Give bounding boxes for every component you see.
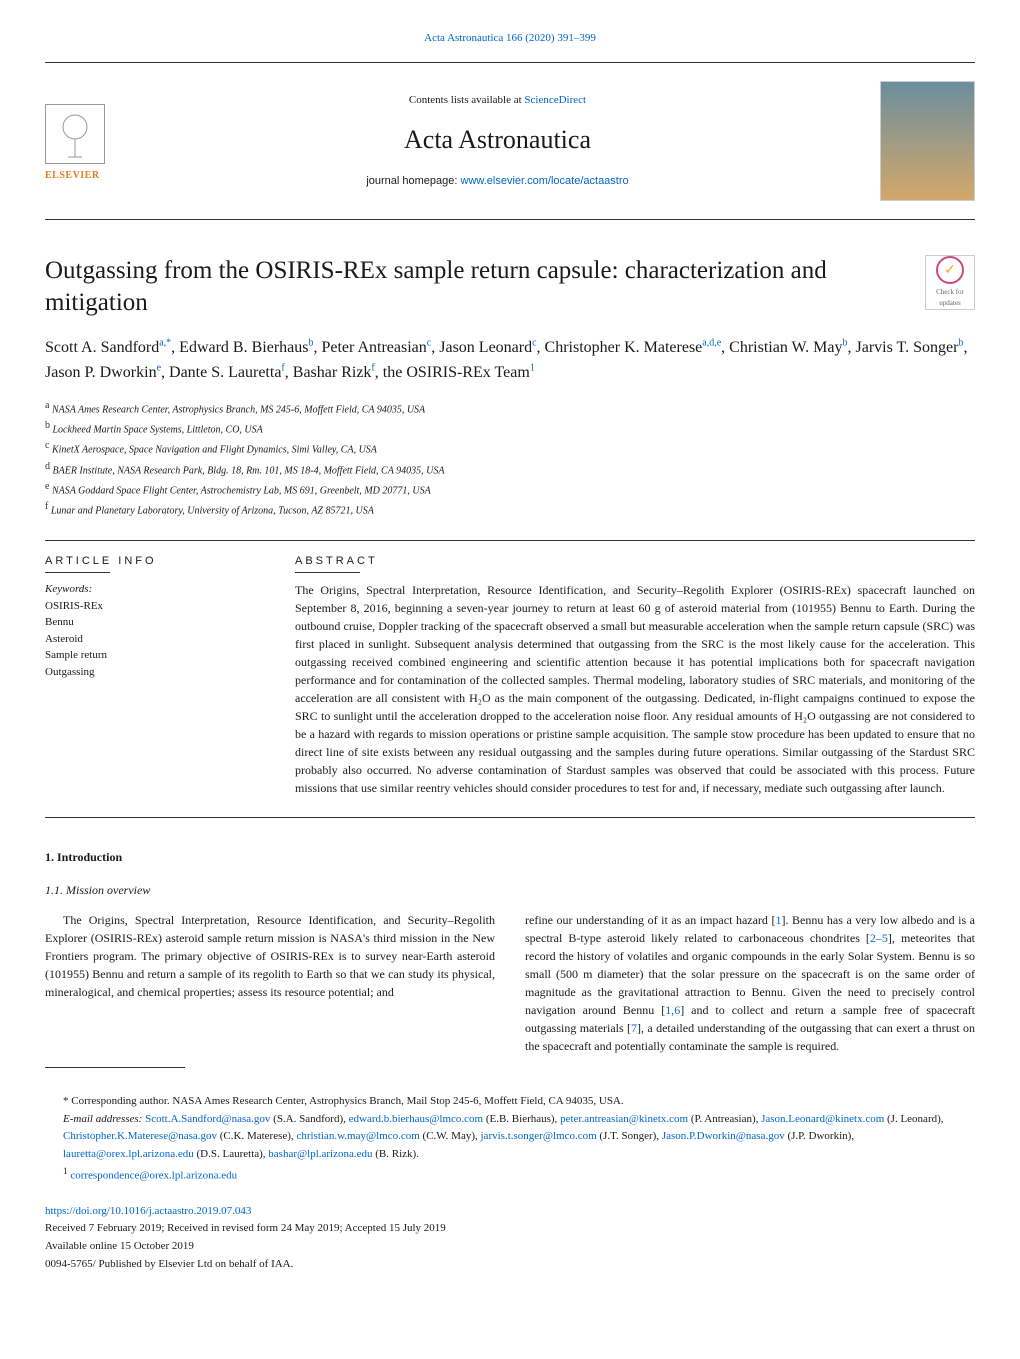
check-updates-icon: ✓ xyxy=(936,256,964,284)
email-link[interactable]: edward.b.bierhaus@lmco.com xyxy=(349,1113,483,1125)
email-name: (J.T. Songer), xyxy=(597,1130,662,1142)
body-col-right: refine our understanding of it as an imp… xyxy=(525,911,975,1055)
journal-cover-image xyxy=(880,81,975,201)
elsevier-tree-icon xyxy=(45,104,105,164)
online-date: Available online 15 October 2019 xyxy=(45,1238,975,1256)
keyword: Outgassing xyxy=(45,664,255,681)
team-contact: 1 correspondence@orex.lpl.arizona.edu xyxy=(45,1164,975,1185)
issn-publisher: 0094-5765/ Published by Elsevier Ltd on … xyxy=(45,1256,975,1274)
footnote-divider xyxy=(45,1067,185,1068)
email-link[interactable]: peter.antreasian@kinetx.com xyxy=(560,1113,688,1125)
emails-list: Scott.A.Sandford@nasa.gov (S.A. Sandford… xyxy=(63,1113,944,1160)
title-row: Outgassing from the OSIRIS-REx sample re… xyxy=(45,255,975,335)
email-name: (C.W. May), xyxy=(420,1130,481,1142)
divider xyxy=(45,817,975,818)
affiliation-d: d BAER Institute, NASA Research Park, Bl… xyxy=(45,459,975,479)
team-email-link[interactable]: correspondence@orex.lpl.arizona.edu xyxy=(70,1169,237,1181)
article-info-heading: ARTICLE INFO xyxy=(45,553,255,574)
email-name: (S.A. Sandford), xyxy=(270,1113,348,1125)
email-link[interactable]: Christopher.K.Materese@nasa.gov xyxy=(63,1130,217,1142)
check-updates-badge[interactable]: ✓ Check for updates xyxy=(925,255,975,310)
keyword: Sample return xyxy=(45,647,255,664)
check-line1: Check for xyxy=(936,287,964,298)
email-link[interactable]: Jason.Leonard@kinetx.com xyxy=(761,1113,884,1125)
abstract-text: The Origins, Spectral Interpretation, Re… xyxy=(295,581,975,797)
keyword: Bennu xyxy=(45,614,255,631)
keyword: OSIRIS-REx xyxy=(45,598,255,615)
affiliation-c: c KinetX Aerospace, Space Navigation and… xyxy=(45,438,975,458)
subsection-heading: 1.1. Mission overview xyxy=(45,881,975,899)
email-name: (J.P. Dworkin), xyxy=(785,1130,854,1142)
abstract-heading: ABSTRACT xyxy=(295,553,975,574)
emails-label: E-mail addresses: xyxy=(63,1113,145,1125)
affiliation-e: e NASA Goddard Space Flight Center, Astr… xyxy=(45,479,975,499)
publisher-name: ELSEVIER xyxy=(45,168,115,183)
corresponding-author: * Corresponding author. NASA Ames Resear… xyxy=(45,1093,975,1111)
contents-prefix: Contents lists available at xyxy=(409,94,524,106)
divider xyxy=(45,540,975,541)
intro-para-2: refine our understanding of it as an imp… xyxy=(525,911,975,1055)
divider xyxy=(45,219,975,220)
email-link[interactable]: Scott.A.Sandford@nasa.gov xyxy=(145,1113,270,1125)
publisher-logo-block: ELSEVIER xyxy=(45,98,115,183)
journal-reference: Acta Astronautica 166 (2020) 391–399 xyxy=(45,30,975,47)
ref-link[interactable]: 7 xyxy=(631,1021,637,1035)
email-link[interactable]: Jason.P.Dworkin@nasa.gov xyxy=(662,1130,785,1142)
email-link[interactable]: jarvis.t.songer@lmco.com xyxy=(481,1130,597,1142)
email-link[interactable]: bashar@lpl.arizona.edu xyxy=(268,1148,372,1160)
doi-block: https://doi.org/10.1016/j.actaastro.2019… xyxy=(45,1203,975,1273)
article-info: ARTICLE INFO Keywords: OSIRIS-REx Bennu … xyxy=(45,553,255,798)
affiliation-f: f Lunar and Planetary Laboratory, Univer… xyxy=(45,499,975,519)
email-link[interactable]: christian.w.may@lmco.com xyxy=(296,1130,419,1142)
info-abstract-row: ARTICLE INFO Keywords: OSIRIS-REx Bennu … xyxy=(45,553,975,798)
journal-ref-link[interactable]: Acta Astronautica 166 (2020) 391–399 xyxy=(424,32,596,44)
ref-link[interactable]: 1 xyxy=(775,913,781,927)
intro-para-1: The Origins, Spectral Interpretation, Re… xyxy=(45,911,495,1001)
keywords-label: Keywords: xyxy=(45,581,255,598)
journal-name: Acta Astronautica xyxy=(135,120,860,159)
ref-link[interactable]: 1,6 xyxy=(665,1003,680,1017)
email-name: (C.K. Materese), xyxy=(217,1130,296,1142)
title-block: Outgassing from the OSIRIS-REx sample re… xyxy=(45,255,925,335)
team-mark: 1 xyxy=(63,1166,68,1176)
email-name: (J. Leonard), xyxy=(884,1113,943,1125)
affiliation-a: a NASA Ames Research Center, Astrophysic… xyxy=(45,398,975,418)
section-1-heading: 1. Introduction xyxy=(45,848,975,866)
received-dates: Received 7 February 2019; Received in re… xyxy=(45,1220,975,1238)
body-col-left: The Origins, Spectral Interpretation, Re… xyxy=(45,911,495,1055)
ref-link[interactable]: 2–5 xyxy=(870,931,888,945)
footnotes: * Corresponding author. NASA Ames Resear… xyxy=(45,1093,975,1185)
email-link[interactable]: lauretta@orex.lpl.arizona.edu xyxy=(63,1148,194,1160)
header-center: Contents lists available at ScienceDirec… xyxy=(135,92,860,190)
email-addresses: E-mail addresses: Scott.A.Sandford@nasa.… xyxy=(45,1111,975,1164)
email-name: (B. Rizk). xyxy=(373,1148,419,1160)
abstract-block: ABSTRACT The Origins, Spectral Interpret… xyxy=(295,553,975,798)
email-name: (D.S. Lauretta), xyxy=(194,1148,269,1160)
homepage-link[interactable]: www.elsevier.com/locate/actaastro xyxy=(461,175,629,187)
sciencedirect-link[interactable]: ScienceDirect xyxy=(524,94,586,106)
paper-title: Outgassing from the OSIRIS-REx sample re… xyxy=(45,255,925,320)
affiliation-b: b Lockheed Martin Space Systems, Littlet… xyxy=(45,418,975,438)
doi-link[interactable]: https://doi.org/10.1016/j.actaastro.2019… xyxy=(45,1205,251,1217)
contents-line: Contents lists available at ScienceDirec… xyxy=(135,92,860,109)
homepage-prefix: journal homepage: xyxy=(366,175,460,187)
divider xyxy=(45,62,975,63)
authors-list: Scott A. Sandforda,*, Edward B. Bierhaus… xyxy=(45,335,975,386)
email-name: (E.B. Bierhaus), xyxy=(483,1113,560,1125)
body-columns: The Origins, Spectral Interpretation, Re… xyxy=(45,911,975,1055)
email-name: (P. Antreasian), xyxy=(688,1113,761,1125)
homepage-line: journal homepage: www.elsevier.com/locat… xyxy=(135,173,860,190)
affiliations: a NASA Ames Research Center, Astrophysic… xyxy=(45,398,975,520)
journal-header: ELSEVIER Contents lists available at Sci… xyxy=(45,71,975,211)
keyword: Asteroid xyxy=(45,631,255,648)
check-line2: updates xyxy=(939,298,960,309)
